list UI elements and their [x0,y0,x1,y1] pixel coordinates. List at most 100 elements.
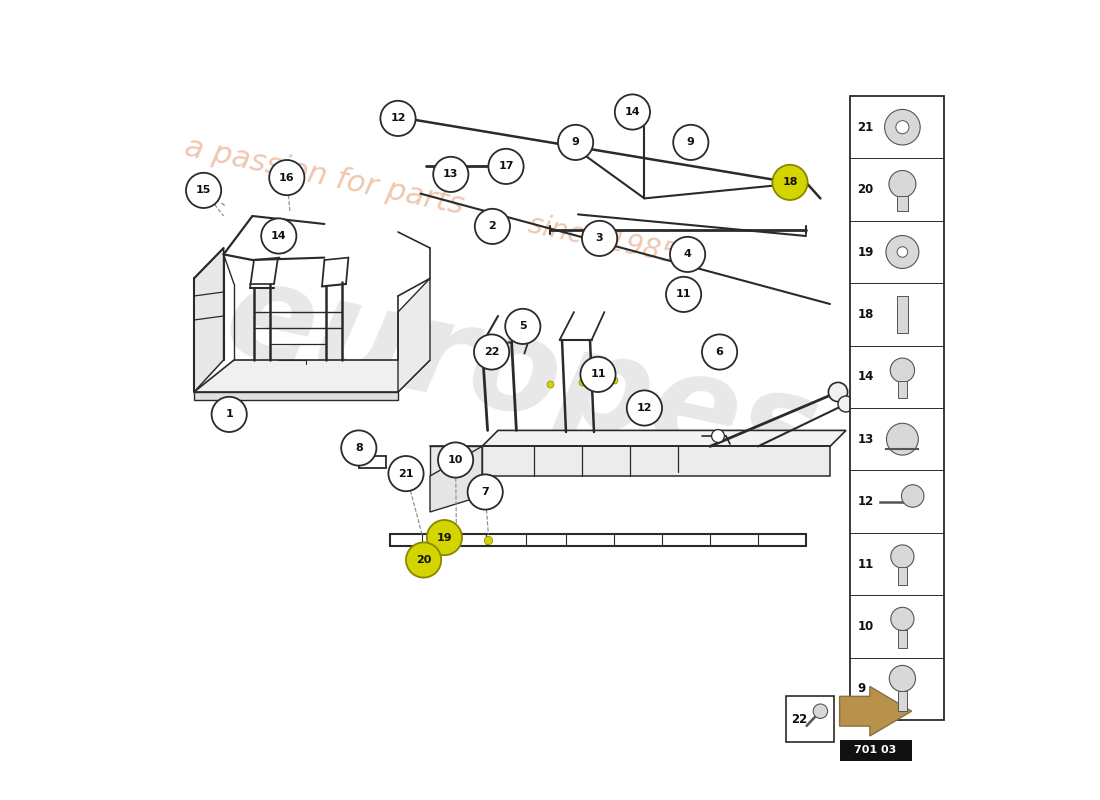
Text: 16: 16 [279,173,295,182]
Circle shape [468,474,503,510]
Circle shape [902,485,924,507]
Circle shape [828,382,848,402]
Text: 21: 21 [858,121,873,134]
Text: 2: 2 [488,222,496,231]
Text: 9: 9 [572,138,580,147]
Circle shape [884,110,921,145]
Text: 4: 4 [684,250,692,259]
Polygon shape [430,446,482,476]
Text: 11: 11 [591,370,606,379]
Text: 9: 9 [686,138,695,147]
Text: 22: 22 [484,347,499,357]
Text: 22: 22 [791,713,807,726]
Circle shape [406,542,441,578]
Text: 18: 18 [858,308,874,321]
Polygon shape [430,446,482,512]
Circle shape [889,666,915,692]
Circle shape [670,237,705,272]
Circle shape [505,309,540,344]
Text: 12: 12 [390,114,406,123]
Text: europes: europes [214,251,829,501]
Circle shape [702,334,737,370]
Polygon shape [482,446,830,476]
Circle shape [438,442,473,478]
Circle shape [712,430,725,442]
Text: 10: 10 [448,455,463,465]
Polygon shape [194,248,223,392]
Circle shape [615,94,650,130]
Polygon shape [839,686,912,736]
Circle shape [475,209,510,244]
Circle shape [433,157,469,192]
Bar [898,296,907,333]
Text: 14: 14 [625,107,640,117]
Text: 15: 15 [196,186,211,195]
Bar [849,96,944,720]
Text: 21: 21 [398,469,414,478]
Text: 3: 3 [596,234,604,243]
Text: 19: 19 [437,533,452,542]
Circle shape [186,173,221,208]
Bar [786,696,834,742]
Circle shape [886,235,918,269]
Text: 14: 14 [271,231,287,241]
Text: 9: 9 [858,682,866,695]
Circle shape [898,246,907,258]
Circle shape [891,545,914,568]
Circle shape [838,396,854,412]
Circle shape [474,334,509,370]
Circle shape [813,704,827,718]
Text: 18: 18 [782,178,797,187]
Text: 17: 17 [498,162,514,171]
Circle shape [627,390,662,426]
Text: 10: 10 [858,620,873,633]
Text: 20: 20 [858,183,873,196]
Circle shape [666,277,701,312]
Bar [899,630,906,647]
Text: 13: 13 [858,433,873,446]
Text: 8: 8 [355,443,363,453]
Text: 12: 12 [858,495,873,508]
Circle shape [388,456,424,491]
Circle shape [581,357,616,392]
Circle shape [772,165,807,200]
Circle shape [488,149,524,184]
Circle shape [582,221,617,256]
Polygon shape [398,278,430,392]
Text: 11: 11 [858,558,873,570]
Text: 14: 14 [858,370,874,383]
Bar [839,740,912,761]
Polygon shape [194,392,398,400]
Circle shape [891,607,914,630]
Circle shape [427,520,462,555]
Bar [898,690,906,711]
Bar [896,196,907,211]
Circle shape [211,397,246,432]
Text: 1: 1 [226,410,233,419]
Circle shape [673,125,708,160]
Circle shape [270,160,305,195]
Circle shape [890,358,914,382]
Text: 701 03: 701 03 [855,746,896,755]
Circle shape [895,121,909,134]
Text: a passion for parts: a passion for parts [182,132,466,220]
Circle shape [381,101,416,136]
Text: 12: 12 [637,403,652,413]
Bar [507,168,515,178]
Circle shape [261,218,296,254]
Text: 7: 7 [482,487,490,497]
Bar [898,382,907,398]
Circle shape [887,423,918,455]
Text: 6: 6 [716,347,724,357]
Bar [899,567,906,585]
Text: 5: 5 [519,322,527,331]
Text: 19: 19 [858,246,874,258]
Circle shape [558,125,593,160]
Text: 20: 20 [416,555,431,565]
Text: 11: 11 [675,290,692,299]
Circle shape [341,430,376,466]
Polygon shape [194,360,430,392]
Circle shape [889,170,916,198]
Text: 13: 13 [443,170,459,179]
Text: since 1985: since 1985 [526,210,680,270]
